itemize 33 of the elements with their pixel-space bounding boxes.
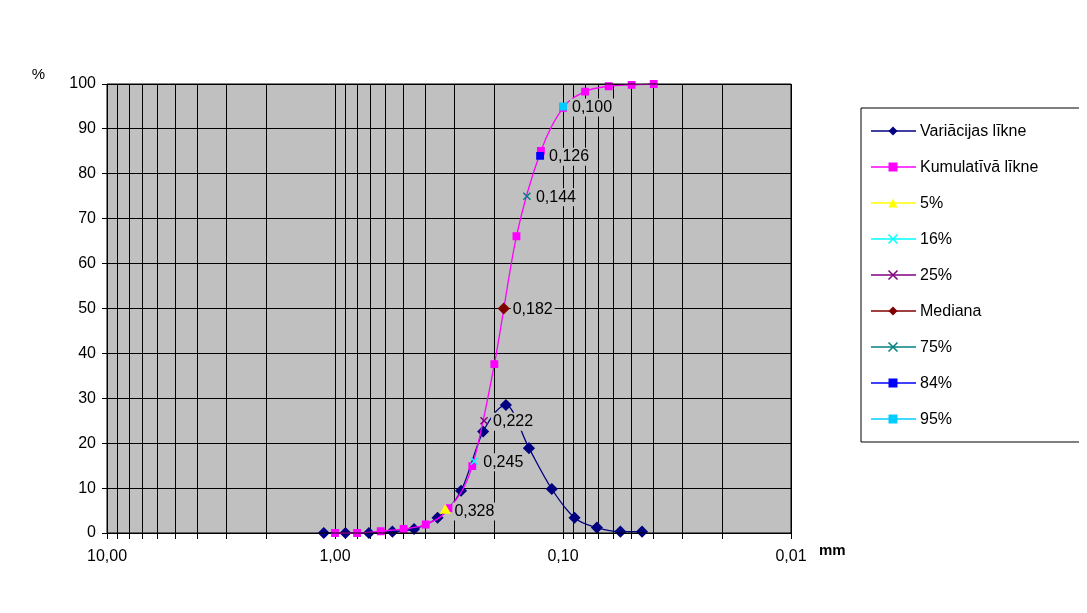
y-tick-label: 10 [78,478,97,496]
x-tick-label: 0,10 [547,547,579,565]
y-axis-title: % [31,65,45,83]
legend-label: 75% [920,338,953,356]
y-tick-label: 20 [78,433,97,451]
y-tick-label: 0 [87,523,97,541]
x-tick-label: 10,00 [86,547,128,565]
annotation: 0,144 [535,187,577,205]
y-tick-label: 80 [78,164,97,182]
legend-label: Kumulatīvā līkne [920,158,1039,176]
y-tick-label: 60 [78,254,97,272]
annotation: 0,328 [454,501,495,519]
y-tick-label: 70 [78,209,97,227]
y-tick-label: 50 [78,298,97,316]
annotation: 0,100 [572,97,613,115]
legend-label: Mediana [920,302,982,320]
annotation: 0,245 [483,452,524,470]
x-tick-label: 1,00 [319,547,351,565]
y-tick-label: 100 [69,74,97,92]
annotation: 0,222 [493,412,534,430]
y-tick-label: 30 [78,388,97,406]
y-tick-label: 40 [78,343,97,361]
x-tick-label: 0,01 [775,547,807,565]
legend-label: 16% [920,230,953,248]
legend-label: Variācijas līkne [920,122,1027,140]
y-tick-label: 90 [78,119,97,137]
legend-label: 84% [920,374,953,392]
legend-label: 25% [920,266,953,284]
x-axis-title: mm [819,541,846,559]
annotation: 0,182 [512,299,553,317]
legend-label: 5% [920,194,944,212]
legend-label: 95% [920,410,953,428]
annotation: 0,126 [549,147,590,165]
